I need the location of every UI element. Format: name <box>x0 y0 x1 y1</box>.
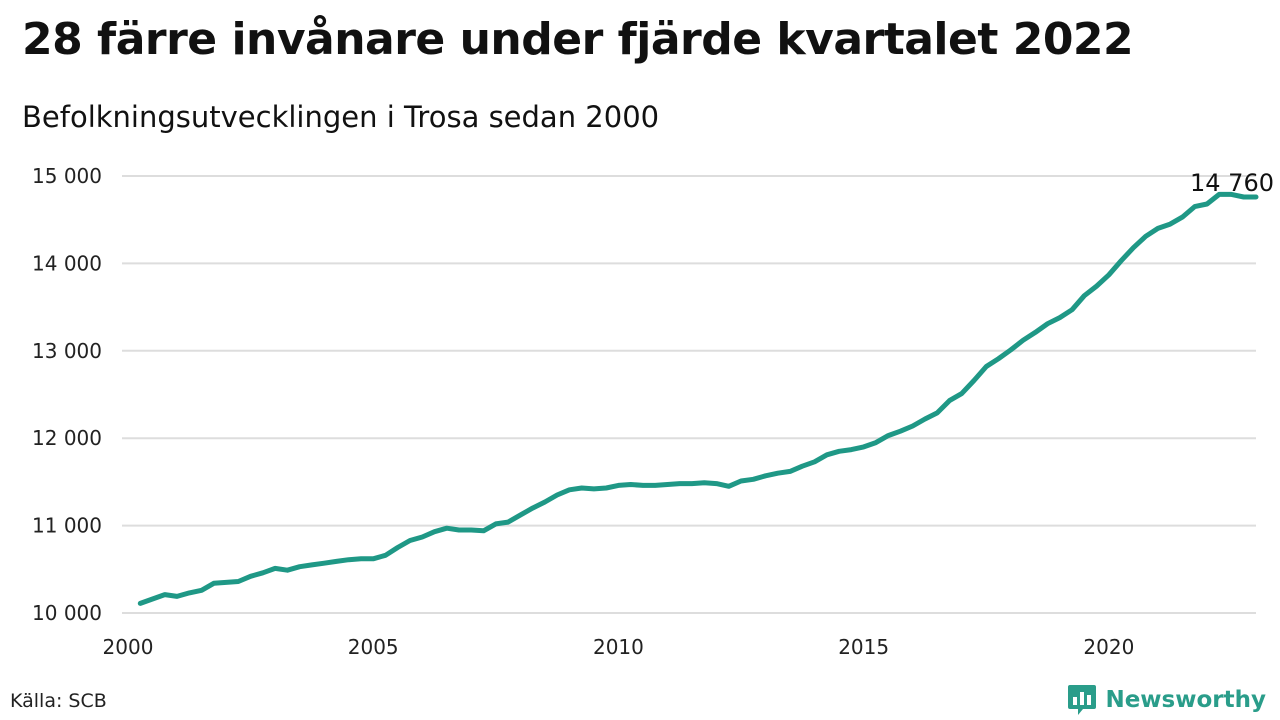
x-tick-label: 2020 <box>1083 635 1134 659</box>
y-tick-label: 12 000 <box>32 426 102 450</box>
bar-chart-speech-bubble-icon <box>1068 685 1097 715</box>
y-tick-label: 14 000 <box>32 251 102 275</box>
last-value-label: 14 760 <box>1190 169 1274 197</box>
y-tick-label: 15 000 <box>32 164 102 188</box>
x-tick-label: 2015 <box>838 635 889 659</box>
chart-subtitle: Befolkningsutvecklingen i Trosa sedan 20… <box>22 100 660 134</box>
x-tick-label: 2010 <box>593 635 644 659</box>
chart-title: 28 färre invånare under fjärde kvartalet… <box>22 14 1134 65</box>
series-line-0 <box>137 191 1259 606</box>
y-tick-label: 11 000 <box>32 514 102 538</box>
brand-name: Newsworthy <box>1105 687 1266 713</box>
annotation-layer: 14 760 <box>1190 169 1274 197</box>
brand-logo: Newsworthy <box>1067 683 1266 717</box>
series-layer <box>137 191 1259 606</box>
y-tick-label: 13 000 <box>32 339 102 363</box>
y-axis-labels: 10 000 11 000 12 000 13 000 14 000 15 000 <box>32 164 102 625</box>
x-axis-labels: 2000 2005 2010 2015 2020 <box>103 635 1135 659</box>
y-tick-label: 10 000 <box>32 601 102 625</box>
gridlines <box>122 175 1256 614</box>
x-tick-label: 2000 <box>103 635 154 659</box>
source-note: Källa: SCB <box>10 690 107 712</box>
x-tick-label: 2005 <box>348 635 399 659</box>
